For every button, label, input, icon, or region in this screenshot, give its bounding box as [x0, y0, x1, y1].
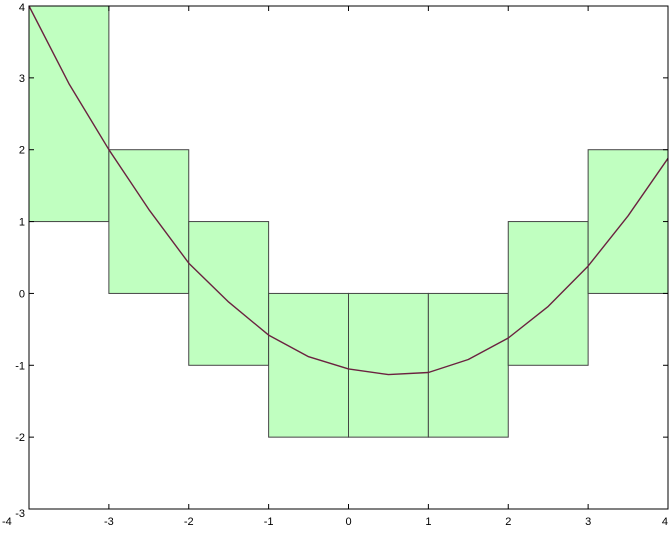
bar-5	[427, 292, 509, 438]
y-tick-label-4: 1	[19, 217, 25, 229]
x-tick-label-6: 2	[505, 516, 511, 528]
x-tick-label-0: -4	[2, 516, 12, 528]
y-tick-label-5: 2	[19, 145, 25, 157]
axes-layer	[28, 5, 669, 510]
x-tick-label-3: -1	[264, 516, 274, 528]
bar-7	[587, 149, 669, 294]
x-tick-label-1: -3	[104, 516, 114, 528]
bar-2	[188, 221, 270, 366]
bars-layer	[28, 5, 669, 438]
x-tick-label-5: 1	[425, 516, 431, 528]
curve-layer	[28, 5, 669, 376]
y-tick-label-7: 4	[19, 2, 25, 14]
x-tick-label-7: 3	[585, 516, 591, 528]
y-tick-label-3: 0	[19, 288, 25, 300]
curve-line	[28, 5, 669, 376]
y-tick-label-2: -1	[15, 360, 25, 372]
x-tick-label-2: -2	[184, 516, 194, 528]
bar-4	[348, 292, 429, 438]
bar-0	[28, 5, 110, 223]
x-tick-label-8: 4	[662, 516, 668, 528]
y-tick-label-6: 3	[19, 73, 25, 85]
y-tick-label-1: -2	[15, 432, 25, 444]
y-tick-label-0: -3	[15, 508, 25, 520]
x-tick-label-4: 0	[345, 516, 351, 528]
bar-1	[108, 149, 190, 294]
bar-6	[507, 221, 589, 366]
